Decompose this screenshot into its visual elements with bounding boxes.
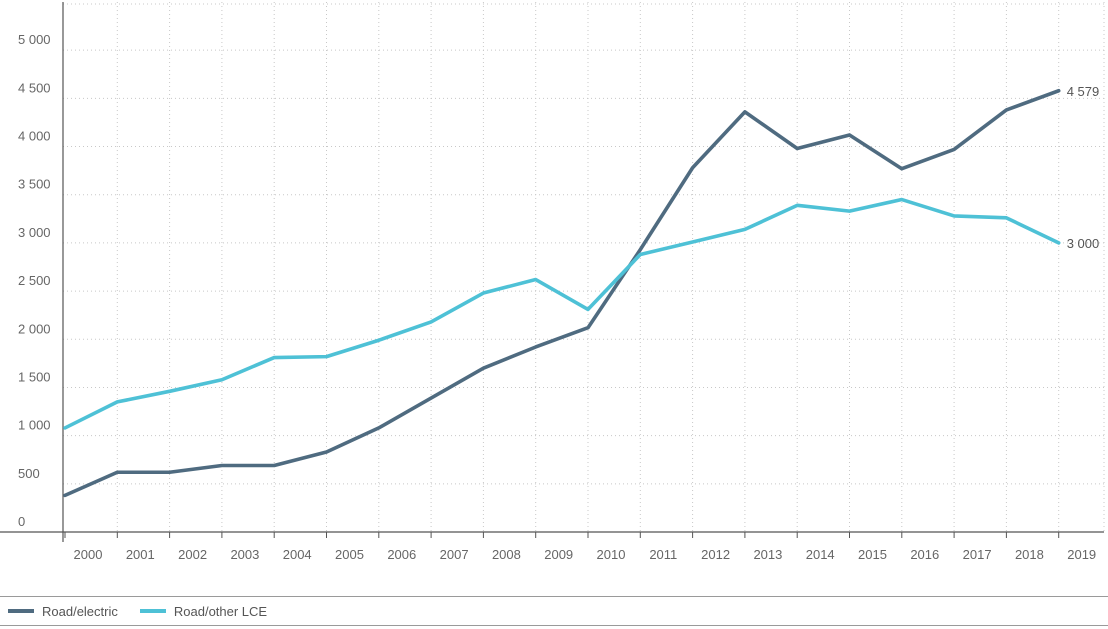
grid-lines: [63, 2, 1105, 532]
end-data-label: 3 000: [1067, 236, 1100, 251]
legend-item-road-other-lce: Road/other LCE: [139, 603, 268, 619]
legend-label-road-electric: Road/electric: [42, 603, 118, 619]
y-tick-label: 2 000: [18, 321, 51, 336]
line-chart: 0 500 1 000 1 500 2 000 2 500 3 000 3 500 4 000 4…: [0, 2, 1105, 562]
x-tick-label: 2007: [440, 547, 469, 562]
y-tick-label: 500: [18, 466, 40, 481]
x-tick-label: 2011: [649, 547, 677, 562]
x-tick-label: 2017: [963, 547, 992, 562]
y-tick-label: 4 000: [18, 129, 51, 144]
series-line-road-electric: [63, 88, 1061, 498]
x-tick-label: 2018: [1015, 547, 1044, 562]
x-tick-label: 2013: [753, 547, 782, 562]
x-tick-label: 2010: [597, 547, 626, 562]
y-tick-label: 0: [18, 514, 25, 529]
x-tick-label: 2001: [126, 547, 155, 562]
x-tick-label: 2016: [910, 547, 939, 562]
x-tick-label: 2008: [492, 547, 521, 562]
y-tick-label: 1 000: [18, 418, 51, 433]
y-tick-label: 3 500: [18, 177, 51, 192]
x-tick-label: 2014: [806, 547, 835, 562]
y-tick-label: 3 000: [18, 225, 51, 240]
x-tick-label: 2019: [1067, 547, 1096, 562]
y-tick-label: 5 000: [18, 32, 51, 47]
legend-item-road-electric: Road/electric: [8, 604, 118, 619]
series-line-road-other-lce: [63, 197, 1061, 430]
x-tick-label: 2004: [283, 547, 312, 562]
x-tick-label: 2003: [230, 547, 259, 562]
axes: [0, 2, 1104, 542]
legend-label-road-other-lce: Road/other LCE: [173, 603, 268, 619]
legend: Road/electric Road/other LCE: [0, 596, 1108, 626]
end-data-label: 4 579: [1067, 84, 1100, 99]
y-tick-label: 1 500: [18, 369, 51, 384]
legend-swatch-road-other-lce: [139, 609, 166, 613]
x-tick-label: 2015: [858, 547, 887, 562]
y-tick-label: 2 500: [18, 273, 51, 288]
x-tick-label: 2002: [178, 547, 207, 562]
x-tick-label: 2009: [544, 547, 573, 562]
x-tick-label: 2005: [335, 547, 364, 562]
legend-swatch-road-electric: [8, 609, 34, 613]
y-tick-label: 4 500: [18, 80, 51, 95]
x-tick-label: 2000: [74, 547, 103, 562]
series-lines: [63, 88, 1061, 498]
x-tick-label: 2012: [701, 547, 730, 562]
tick-labels: 0 500 1 000 1 500 2 000 2 500 3 000 3 500 4 000 4…: [18, 32, 1099, 562]
x-tick-label: 2006: [387, 547, 416, 562]
